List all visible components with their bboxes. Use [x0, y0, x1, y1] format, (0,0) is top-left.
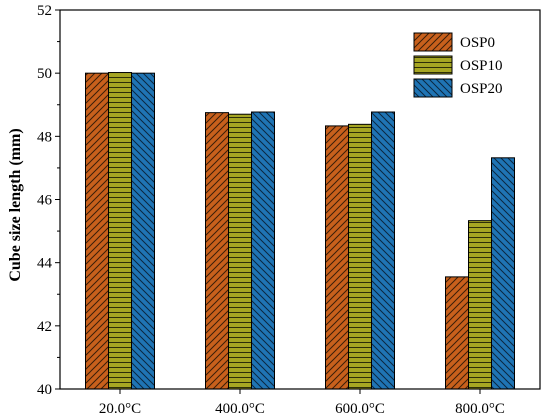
y-axis-title: Cube size length (mm)	[7, 128, 24, 281]
legend: OSP0 OSP10 OSP20	[413, 32, 503, 98]
bar-osp0-2	[325, 125, 349, 390]
legend-label-osp10: OSP10	[460, 58, 503, 74]
legend-swatch-osp0	[413, 32, 453, 52]
x-tick-label: 800.0°C	[455, 401, 505, 417]
bar-osp20-2	[371, 111, 395, 390]
y-tick-label: 42	[37, 319, 52, 335]
bar-osp20-3	[491, 157, 515, 390]
y-tick-label: 44	[37, 256, 53, 272]
x-tick-label: 20.0°C	[99, 401, 141, 417]
bar-osp20-1	[251, 111, 275, 390]
y-tick-label: 46	[37, 193, 53, 209]
y-tick-label: 50	[37, 66, 52, 82]
axes-group: 20.0°C 400.0°C 600.0°C 800.0°C 40 42 44 46 48 50 5…	[37, 3, 541, 417]
legend-label-osp0: OSP0	[460, 35, 495, 51]
x-tick-label: 600.0°C	[335, 401, 385, 417]
bar-osp0-3	[445, 276, 469, 390]
x-tick-label: 400.0°C	[215, 401, 265, 417]
bar-osp10-3	[468, 220, 492, 390]
legend-label-osp20: OSP20	[460, 81, 503, 97]
bar-osp20-0	[131, 72, 155, 390]
bar-osp0-1	[205, 112, 229, 390]
bar-osp0-0	[85, 72, 109, 390]
bar-osp10-1	[228, 113, 252, 390]
y-tick-label: 48	[37, 129, 52, 145]
bar-osp10-0	[108, 72, 132, 390]
y-tick-label: 52	[37, 3, 52, 19]
bar-osp10-2	[348, 123, 372, 390]
bars-group	[85, 72, 515, 390]
legend-swatch-osp10	[413, 55, 453, 75]
y-tick-label: 40	[37, 382, 52, 398]
legend-swatch-osp20	[413, 78, 453, 98]
